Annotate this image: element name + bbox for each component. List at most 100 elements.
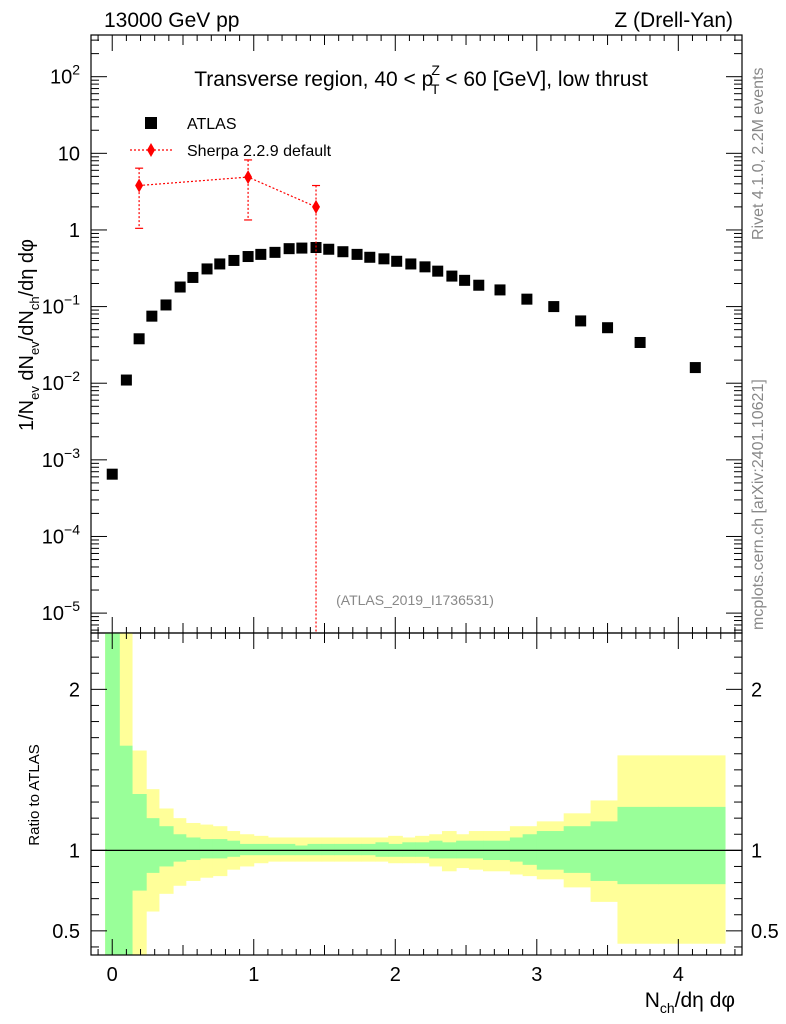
stat-uncertainty-band-bin xyxy=(226,840,241,857)
stat-uncertainty-band-bin xyxy=(522,834,538,865)
stat-uncertainty-band-bin xyxy=(590,821,618,881)
stat-uncertainty-band-bin xyxy=(239,843,255,856)
ratio-y-tick-label: 2 xyxy=(69,679,80,701)
ratio-y-tick-label-right: 1 xyxy=(751,840,762,862)
atlas-data-point xyxy=(133,333,145,345)
ratio-band-layer xyxy=(91,633,742,955)
x-axis-label: Nch/dη dφ xyxy=(645,989,735,1016)
legend-atlas-label: ATLAS xyxy=(187,116,237,133)
atlas-data-point xyxy=(187,271,199,283)
legend: ATLAS Sherpa 2.2.9 default xyxy=(130,116,332,160)
atlas-data-point xyxy=(214,258,226,270)
main-plot-panel: 102 10 1 10−1 10−2 10−3 10−4 10−5 Transverse re… xyxy=(16,34,743,634)
legend-sherpa-label: Sherpa 2.2.9 default xyxy=(187,143,332,160)
stat-uncertainty-band-bin xyxy=(402,842,416,857)
atlas-data-point xyxy=(405,258,417,270)
sherpa-series-line xyxy=(139,176,317,208)
stat-uncertainty-band-bin xyxy=(199,839,214,859)
atlas-data-point xyxy=(521,293,533,305)
atlas-data-point xyxy=(255,248,267,260)
stat-uncertainty-band-bin xyxy=(617,806,660,885)
stat-uncertainty-band-bin xyxy=(468,840,484,859)
stat-uncertainty-band-bin xyxy=(253,843,269,856)
sherpa-data-point xyxy=(244,170,253,185)
main-y-tick-label: 10−1 xyxy=(42,292,80,319)
main-y-tick-label: 1 xyxy=(69,220,80,242)
ratio-y-axis: 0.5 0.5 1 1 2 2 xyxy=(52,640,779,948)
stat-uncertainty-band-bin xyxy=(361,843,376,856)
atlas-data-point xyxy=(242,251,254,263)
ratio-plot-frame xyxy=(90,632,743,956)
stat-uncertainty-band-bin xyxy=(509,837,524,862)
stat-uncertainty-band-bin xyxy=(158,826,174,867)
atlas-data-point xyxy=(364,251,376,263)
atlas-data-point xyxy=(283,243,295,255)
main-y-tick-label: 10−4 xyxy=(42,521,80,548)
source-label: mcplots.cern.ch [arXiv:2401.10621] xyxy=(750,379,767,630)
ratio-y-tick-label: 0.5 xyxy=(52,921,80,943)
atlas-data-point xyxy=(634,336,646,348)
stat-uncertainty-band-bin xyxy=(563,826,592,873)
main-data-layer xyxy=(106,159,701,633)
atlas-data-point xyxy=(269,246,281,258)
atlas-data-point xyxy=(602,322,614,334)
process-label: Z (Drell-Yan) xyxy=(614,9,733,32)
legend-atlas-marker xyxy=(145,117,157,129)
analysis-watermark: (ATLAS_2019_I1736531) xyxy=(336,592,494,608)
sherpa-data-point xyxy=(312,199,321,214)
energy-label: 13000 GeV pp xyxy=(104,9,239,32)
main-y-axis-label: 1/Nev dNev/dNch/dη dφ xyxy=(16,239,42,431)
ratio-x-tick-label: 3 xyxy=(531,964,542,986)
main-y-tick-label: 10−5 xyxy=(42,598,80,625)
stat-uncertainty-band-bin xyxy=(415,842,430,857)
main-y-tick-label: 10−2 xyxy=(42,368,80,395)
stat-uncertainty-band-bin xyxy=(307,843,323,856)
stat-uncertainty-band-bin xyxy=(321,843,335,856)
atlas-data-point xyxy=(391,255,403,267)
stat-uncertainty-band-bin xyxy=(280,843,296,856)
main-y-tick-label: 10 xyxy=(58,143,80,165)
ratio-x-axis: 0 1 2 3 4 xyxy=(97,633,736,986)
legend-sherpa-marker xyxy=(147,143,155,157)
main-y-tick-label: 102 xyxy=(50,62,80,89)
ratio-y-axis-label: Ratio to ATLAS xyxy=(26,744,43,845)
sherpa-data-point xyxy=(135,178,144,193)
stat-uncertainty-band-bin xyxy=(348,843,362,856)
stat-uncertainty-band-bin xyxy=(105,633,120,955)
atlas-data-point xyxy=(446,270,458,282)
plot-title: Transverse region, 40 < pZ T < 60 [GeV], … xyxy=(194,62,648,97)
atlas-data-point xyxy=(201,263,213,275)
main-x-axis-ticks xyxy=(97,35,736,633)
atlas-data-point xyxy=(419,261,431,273)
atlas-data-point xyxy=(575,315,587,327)
rivet-version-label: Rivet 4.1.0, 2.2M events xyxy=(750,67,767,240)
stat-uncertainty-band-bin xyxy=(132,794,147,891)
stat-uncertainty-band-bin xyxy=(185,837,201,861)
ratio-y-tick-label-right: 0.5 xyxy=(751,921,779,943)
atlas-data-point xyxy=(494,284,506,296)
ratio-y-tick-label-right: 2 xyxy=(751,679,762,701)
atlas-data-point xyxy=(473,279,485,291)
ratio-x-tick-label: 4 xyxy=(673,964,684,986)
stat-uncertainty-band-bin xyxy=(212,839,228,859)
ratio-y-tick-label: 1 xyxy=(69,840,80,862)
atlas-data-point xyxy=(296,242,308,254)
atlas-data-point xyxy=(146,310,158,322)
atlas-data-point xyxy=(160,299,172,311)
stat-uncertainty-band-bin xyxy=(173,834,187,862)
atlas-data-point xyxy=(323,243,335,255)
atlas-data-point xyxy=(689,362,701,374)
atlas-data-point xyxy=(432,265,444,277)
ratio-x-tick-label: 1 xyxy=(248,964,259,986)
atlas-data-point xyxy=(174,281,186,293)
stat-uncertainty-band-bin xyxy=(658,806,726,885)
atlas-data-point xyxy=(337,246,349,258)
stat-uncertainty-band-bin xyxy=(267,843,282,856)
stat-uncertainty-band-bin xyxy=(146,818,160,873)
ratio-x-tick-label: 2 xyxy=(390,964,401,986)
stat-uncertainty-band-bin xyxy=(456,840,470,859)
ratio-plot-panel: 0.5 0.5 1 1 2 2 0 1 2 3 4 Ratio to ATLAS Nch/dη d… xyxy=(26,632,779,1016)
main-y-axis: 102 10 1 10−1 10−2 10−3 10−4 10−5 xyxy=(42,39,742,631)
atlas-data-point xyxy=(228,254,240,266)
